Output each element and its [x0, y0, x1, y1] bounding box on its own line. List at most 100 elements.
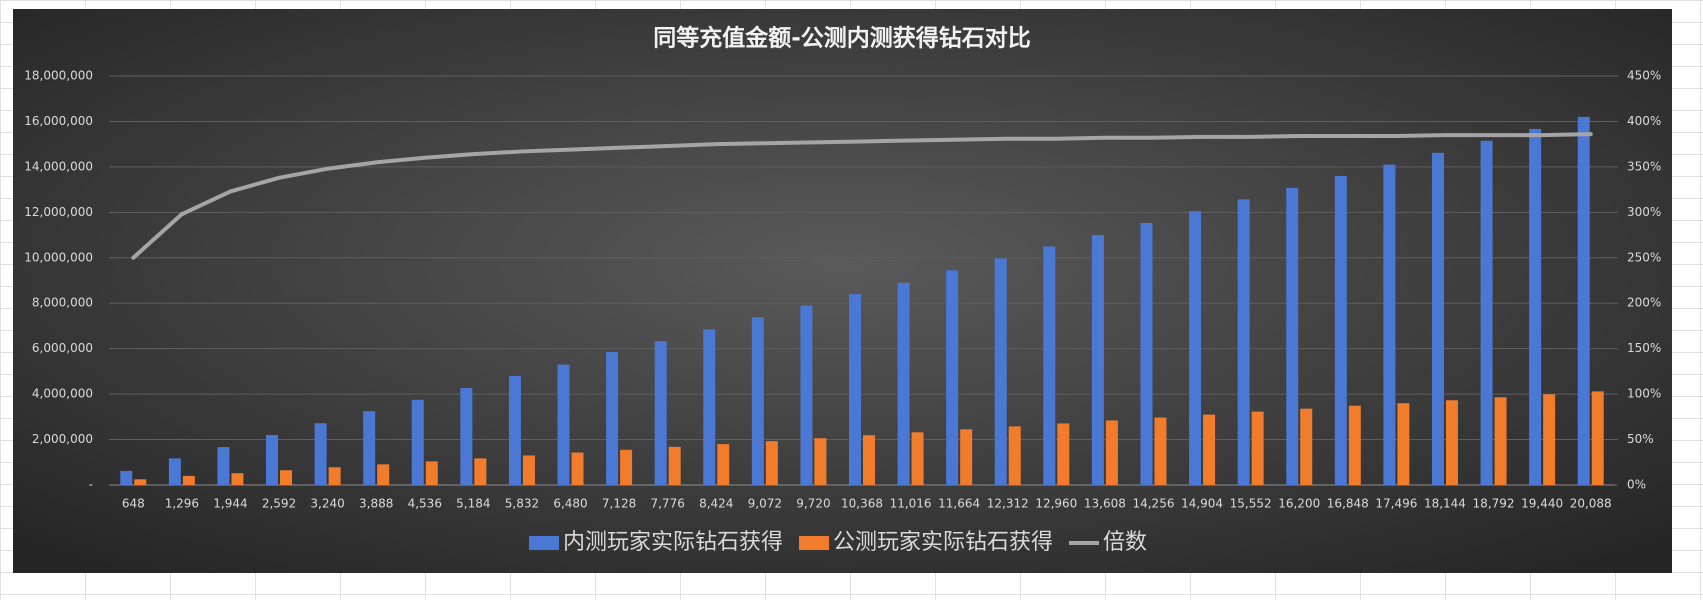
x-tick-label: 1,944: [213, 497, 247, 511]
bar: [863, 435, 875, 485]
x-tick-label: 14,256: [1132, 497, 1174, 511]
bar: [182, 475, 195, 485]
bar: [654, 341, 667, 485]
bar: [703, 329, 716, 485]
x-tick-label: 17,496: [1375, 497, 1417, 511]
y2-tick-label: 50%: [1627, 432, 1654, 446]
x-tick-label: 16,200: [1278, 497, 1320, 511]
x-tick-label: 7,776: [650, 497, 684, 511]
bar: [1008, 426, 1021, 485]
y-tick-label: 16,000,000: [24, 114, 93, 128]
y-tick-label: 2,000,000: [32, 432, 93, 446]
bar: [1203, 414, 1216, 485]
legend-swatch: [529, 536, 559, 550]
bar: [168, 458, 181, 485]
y-tick-label: 6,000,000: [32, 341, 93, 355]
x-tick-label: 6,480: [553, 497, 587, 511]
x-tick-label: 3,240: [310, 497, 344, 511]
y2-tick-label: 0%: [1627, 478, 1646, 492]
bar: [508, 375, 521, 485]
x-tick-label: 4,536: [408, 497, 442, 511]
bar: [1251, 411, 1264, 485]
bar: [231, 473, 244, 485]
x-tick-label: 9,720: [796, 497, 830, 511]
bar: [571, 452, 584, 485]
y2-tick-label: 100%: [1627, 387, 1661, 401]
bar: [1591, 391, 1604, 485]
bar: [1189, 211, 1202, 486]
bar: [1577, 116, 1590, 486]
x-tick-label: 5,184: [456, 497, 490, 511]
bar: [1445, 400, 1458, 485]
x-tick-label: 3,888: [359, 497, 393, 511]
bar: [1543, 394, 1556, 485]
bar: [1300, 408, 1313, 485]
x-tick-label: 10,368: [841, 497, 883, 511]
x-tick-label: 1,296: [165, 497, 199, 511]
bar: [897, 282, 910, 485]
y-tick-label: 4,000,000: [32, 387, 93, 401]
bar: [1057, 423, 1070, 485]
y2-tick-label: 300%: [1627, 205, 1661, 219]
bar: [425, 461, 438, 485]
bar: [363, 411, 376, 485]
bar: [522, 455, 535, 485]
bar: [1334, 175, 1347, 485]
bar: [280, 470, 293, 485]
chart-title: 同等充值金额-公测内测获得钻石对比: [653, 25, 1031, 52]
y-tick-label: 8,000,000: [32, 296, 93, 310]
bar: [1431, 152, 1444, 485]
bar: [606, 352, 619, 485]
x-tick-label: 8,424: [699, 497, 733, 511]
x-tick-label: 12,312: [987, 497, 1029, 511]
bar: [1286, 187, 1299, 485]
x-tick-label: 11,016: [890, 497, 932, 511]
bar: [1091, 235, 1104, 485]
y-tick-label: 10,000,000: [24, 250, 93, 264]
y-tick-label: 14,000,000: [24, 159, 93, 173]
x-tick-label: 11,664: [938, 497, 980, 511]
bar: [1348, 405, 1361, 485]
bar: [960, 429, 973, 485]
x-tick-label: 12,960: [1035, 497, 1077, 511]
bar: [314, 423, 327, 485]
bar: [1105, 420, 1118, 485]
x-tick-label: 15,552: [1230, 497, 1272, 511]
bar: [717, 444, 730, 485]
bar: [1140, 223, 1153, 486]
y2-tick-label: 400%: [1627, 114, 1661, 128]
bar: [800, 305, 813, 485]
bar: [1397, 403, 1410, 485]
bar: [1043, 246, 1056, 485]
x-tick-label: 18,144: [1424, 497, 1466, 511]
bar: [1154, 417, 1167, 485]
bar: [751, 317, 764, 485]
x-tick-label: 14,904: [1181, 497, 1223, 511]
bar: [328, 467, 341, 485]
legend-label: 内测玩家实际钻石获得: [563, 530, 783, 555]
bar: [411, 399, 424, 485]
x-tick-label: 648: [122, 497, 145, 511]
y-tick-label: -: [89, 478, 93, 492]
bar: [814, 438, 827, 485]
bar: [1529, 128, 1542, 485]
y2-tick-label: 450%: [1627, 69, 1661, 83]
bar: [377, 464, 390, 485]
bar: [1237, 199, 1250, 486]
legend-swatch: [799, 536, 829, 550]
bar: [668, 446, 681, 485]
x-tick-label: 20,088: [1570, 497, 1612, 511]
bar: [134, 479, 147, 485]
bar: [1494, 397, 1507, 485]
x-tick-label: 9,072: [748, 497, 782, 511]
x-tick-label: 7,128: [602, 497, 636, 511]
bar: [1480, 140, 1493, 485]
bar: [620, 449, 633, 485]
chart-area: [13, 9, 1672, 573]
bar: [474, 458, 487, 485]
bar: [1383, 164, 1396, 485]
bar: [120, 470, 133, 485]
x-tick-label: 2,592: [262, 497, 296, 511]
